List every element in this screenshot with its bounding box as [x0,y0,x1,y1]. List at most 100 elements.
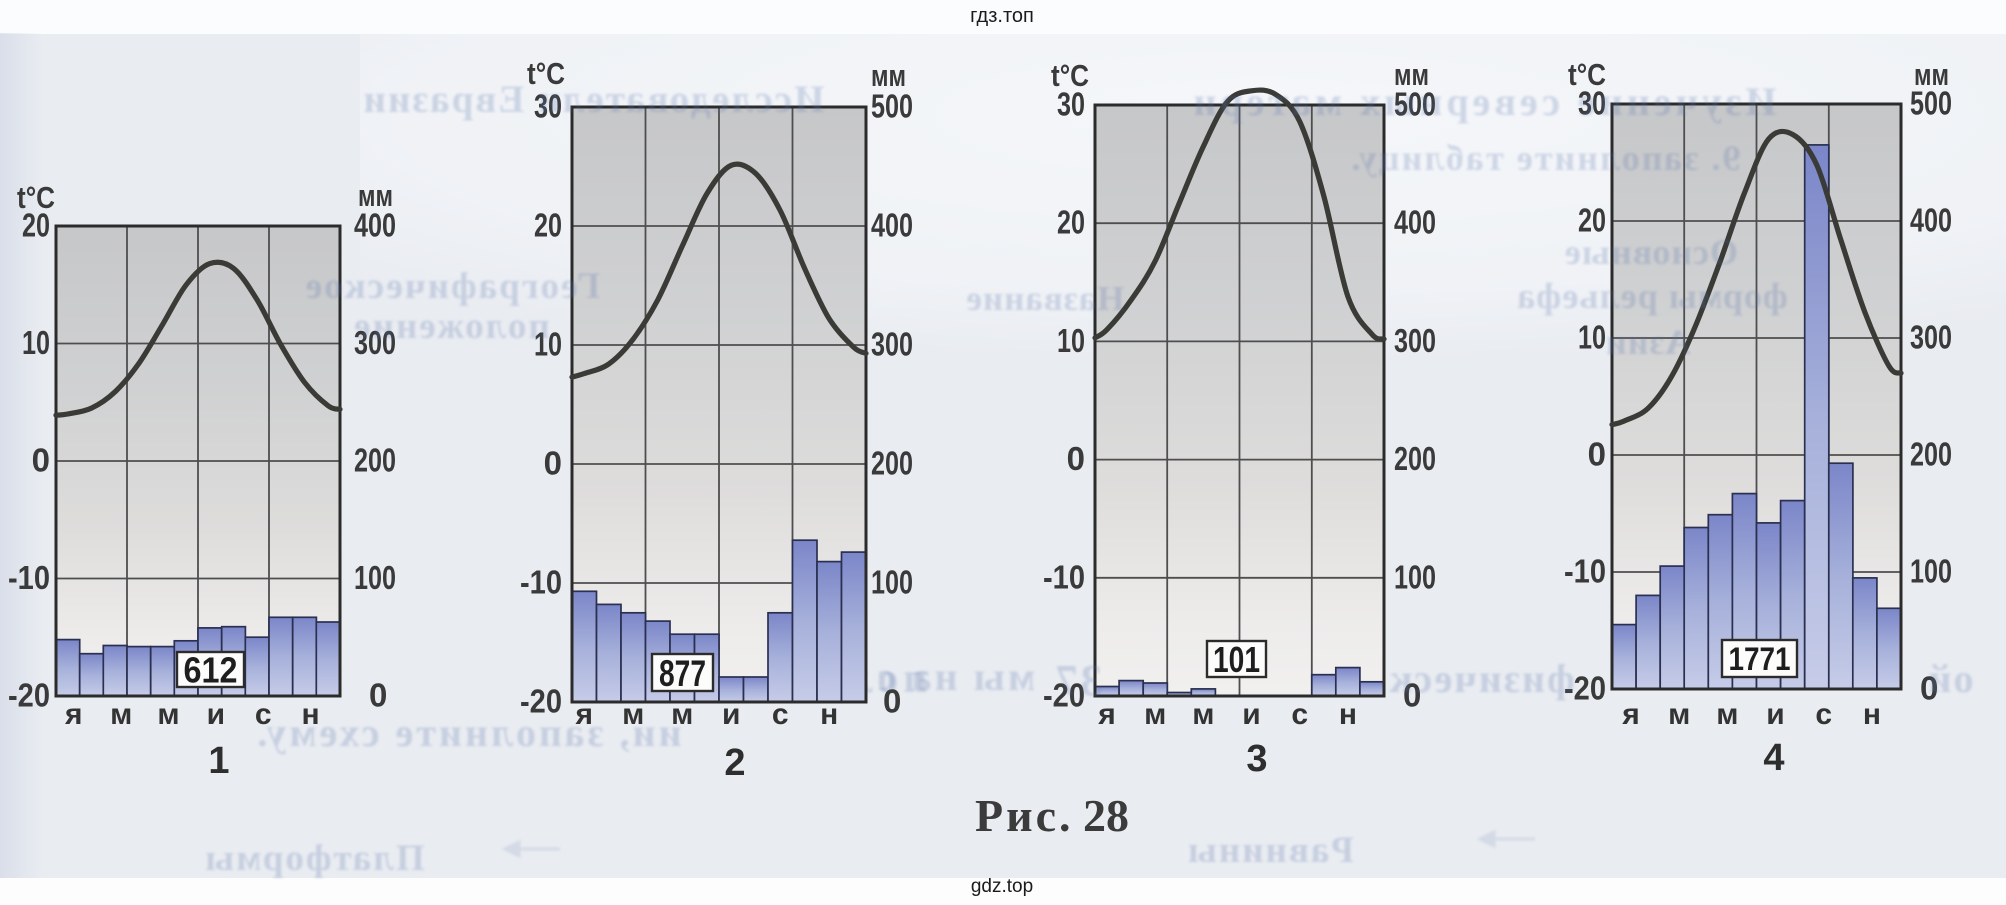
svg-text:37: 37 [1054,656,1102,705]
svg-text:с: с [1815,698,1832,731]
svg-text:я: я [1097,698,1116,731]
svg-text:мы на с: мы на с [875,654,1035,699]
svg-text:я: я [1621,698,1640,731]
svg-text:3: 3 [1246,738,1267,780]
svg-text:н: н [1339,698,1357,731]
svg-text:мм: мм [358,178,393,213]
svg-text:м: м [1144,698,1166,731]
svg-text:мм: мм [1914,57,1949,92]
svg-text:формы рельефа: формы рельефа [1516,276,1788,316]
svg-text:500: 500 [1910,85,1952,122]
svg-text:Основные: Основные [1564,232,1738,272]
svg-text:я: я [64,698,83,731]
svg-text:с: с [1291,698,1308,731]
svg-text:-10: -10 [8,559,50,596]
svg-text:200: 200 [1394,440,1436,477]
svg-text:Азии: Азии [1605,322,1691,362]
svg-text:100: 100 [354,559,396,596]
svg-text:с: с [255,698,272,731]
svg-text:и: и [207,698,225,731]
svg-text:Название: Название [965,279,1124,318]
svg-text:ой: ой [1926,656,1973,701]
svg-text:10: 10 [534,326,562,363]
svg-text:101: 101 [1213,639,1260,680]
svg-text:4: 4 [1763,737,1784,779]
svg-text:Равнины: Равнины [1186,830,1354,871]
svg-text:н: н [301,698,319,731]
svg-text:20: 20 [22,207,50,244]
svg-text:м: м [1716,698,1738,731]
svg-text:t°C: t°C [1051,58,1089,93]
svg-text:0: 0 [1403,677,1421,714]
svg-text:t°C: t°C [1568,57,1606,92]
svg-text:-20: -20 [520,683,562,720]
svg-text:физическ: физическ [1387,656,1574,701]
svg-text:300: 300 [1394,322,1436,359]
svg-text:t°C: t°C [527,56,565,91]
svg-text:и: и [722,698,740,731]
svg-text:мм: мм [871,58,906,93]
svg-text:Географическое: Географическое [304,266,600,307]
svg-text:0: 0 [32,442,50,479]
svg-text:500: 500 [1394,86,1436,123]
svg-text:2: 2 [724,742,745,784]
svg-text:300: 300 [871,326,913,363]
svg-text:-20: -20 [8,677,50,714]
svg-text:10: 10 [1057,322,1085,359]
svg-text:20: 20 [1057,204,1085,241]
svg-text:10: 10 [1578,319,1606,356]
svg-text:м: м [671,698,693,731]
svg-text:t°C: t°C [17,180,55,215]
svg-text:100: 100 [1394,558,1436,595]
svg-text:400: 400 [1394,204,1436,241]
svg-text:Исследователи Евразии: Исследователи Евразии [362,78,825,121]
svg-text:100: 100 [1910,553,1952,590]
svg-text:м: м [622,698,644,731]
svg-text:с: с [772,698,789,731]
svg-text:200: 200 [871,445,913,482]
svg-text:-20: -20 [1043,677,1085,714]
svg-text:м: м [1668,698,1690,731]
svg-text:400: 400 [1910,202,1952,239]
svg-text:0: 0 [883,683,901,720]
svg-text:612: 612 [184,650,238,691]
svg-text:Изучение северных матери: Изучение северных матери [1189,79,1776,124]
svg-text:28: 28 [1083,790,1129,841]
svg-text:100: 100 [871,564,913,601]
svg-text:-10: -10 [1043,558,1085,595]
svg-text:10: 10 [22,324,50,361]
svg-text:20: 20 [534,207,562,244]
svg-text:0: 0 [1588,436,1606,473]
svg-text:300: 300 [1910,319,1952,356]
svg-text:0: 0 [1920,670,1938,707]
svg-text:20: 20 [1578,202,1606,239]
svg-text:и: и [1242,698,1260,731]
svg-text:я: я [574,698,593,731]
svg-text:-10: -10 [1564,553,1606,590]
svg-text:200: 200 [354,442,396,479]
svg-text:9. заполните таблицу.: 9. заполните таблицу. [1350,138,1741,178]
svg-text:1: 1 [208,740,229,782]
svg-text:ии, заполните схему.: ии, заполните схему. [254,710,681,755]
svg-text:мм: мм [1394,57,1429,92]
svg-text:400: 400 [871,207,913,244]
svg-text:м: м [110,698,132,731]
svg-text:-10: -10 [520,564,562,601]
svg-text:0: 0 [369,677,387,714]
svg-text:400: 400 [354,207,396,244]
svg-text:м: м [1192,698,1214,731]
svg-text:1771: 1771 [1729,641,1791,677]
svg-text:300: 300 [354,324,396,361]
svg-text:0: 0 [1067,440,1085,477]
svg-text:500: 500 [871,88,913,125]
svg-text:Рис.: Рис. [975,790,1074,841]
svg-text:Платформы: Платформы [203,838,424,879]
svg-text:положение: положение [352,306,550,347]
svg-text:н: н [820,698,838,731]
svg-text:gdz.top: gdz.top [971,876,1033,897]
svg-text:30: 30 [534,88,562,125]
svg-text:30: 30 [1578,85,1606,122]
svg-text:н: н [1863,698,1881,731]
svg-text:0: 0 [544,445,562,482]
svg-text:м: м [157,698,179,731]
